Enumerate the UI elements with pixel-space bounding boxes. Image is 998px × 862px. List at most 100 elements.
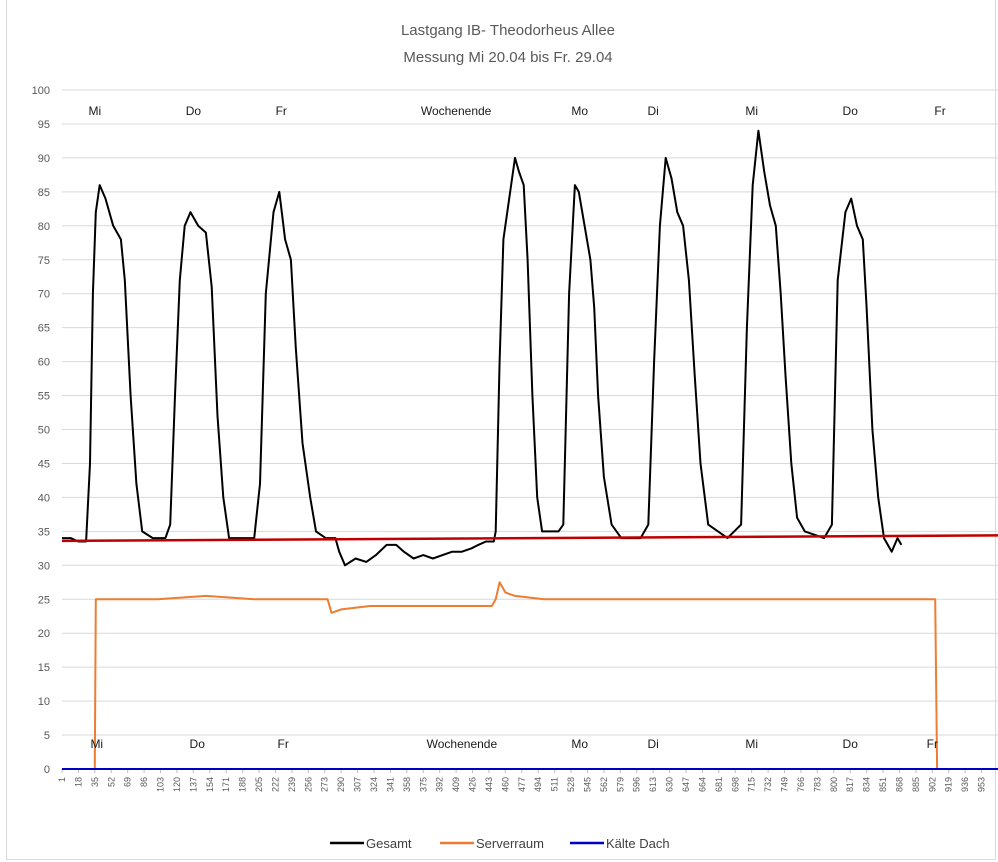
day-label-top: Mi [745,104,758,118]
y-tick-label: 40 [38,492,50,504]
legend: Gesamt Serverraum Kälte Dach [330,836,670,851]
x-tick-label: 494 [533,777,543,792]
x-tick-label: 647 [681,777,691,792]
x-tick-label: 256 [303,777,313,792]
x-axis-ticks: 1 18 35 52 69 86 103 120 137 154 171 188 205 222 239 25… [57,769,987,792]
x-tick-label: 919 [944,777,954,792]
x-tick-label: 613 [648,777,658,792]
x-tick-label: 392 [435,777,445,792]
x-tick-label: 562 [599,777,609,792]
x-tick-label: 205 [254,777,264,792]
y-tick-label: 0 [44,764,50,776]
series-line-gesamt [62,129,903,567]
legend-item: Kälte Dach [570,836,670,851]
y-tick-label: 80 [38,221,50,233]
x-tick-label: 936 [960,777,970,792]
day-label-top: Fr [934,104,945,118]
x-tick-label: 902 [927,777,937,792]
chart-title: Lastgang IB- Theodorheus Allee [401,22,615,39]
y-tick-label: 50 [38,425,50,437]
x-tick-label: 800 [829,777,839,792]
y-tick-label: 95 [38,119,50,131]
trend-line [61,534,998,543]
legend-item: Serverraum [440,836,544,851]
x-tick-label: 460 [500,777,510,792]
x-tick-label: 630 [665,777,675,792]
day-label-top: Do [186,104,202,118]
y-tick-label: 35 [38,526,50,538]
x-tick-label: 154 [205,777,215,792]
x-tick-label: 18 [73,777,83,787]
y-tick-label: 70 [38,289,50,301]
y-tick-label: 20 [38,628,50,640]
y-tick-label: 75 [38,255,50,267]
x-tick-label: 834 [862,777,872,792]
x-tick-label: 52 [106,777,116,787]
x-tick-label: 188 [238,777,248,792]
gridlines [62,89,998,770]
x-tick-label: 698 [730,777,740,792]
y-tick-label: 45 [38,458,50,470]
y-tick-label: 15 [38,662,50,674]
y-tick-label: 30 [38,560,50,572]
day-label-bottom: Do [843,737,859,751]
x-tick-label: 953 [977,777,987,792]
x-tick-label: 817 [845,777,855,792]
x-tick-label: 137 [188,777,198,792]
x-tick-label: 324 [369,777,379,792]
legend-label: Gesamt [366,836,412,851]
y-tick-label: 65 [38,323,50,335]
y-tick-label: 60 [38,357,50,369]
day-label-bottom: Mi [90,737,103,751]
x-tick-label: 239 [287,777,297,792]
day-label-top: Do [843,104,859,118]
x-tick-label: 477 [517,777,527,792]
x-tick-label: 579 [615,777,625,792]
day-label-bottom: Di [647,737,658,751]
x-tick-label: 885 [911,777,921,792]
x-tick-label: 120 [172,777,182,792]
x-tick-label: 103 [156,777,166,792]
x-tick-label: 766 [796,777,806,792]
x-tick-label: 749 [780,777,790,792]
x-tick-label: 171 [221,777,231,792]
x-tick-label: 596 [632,777,642,792]
x-tick-label: 511 [550,777,560,791]
x-tick-label: 69 [123,777,133,787]
x-tick-label: 443 [484,777,494,792]
x-tick-label: 732 [763,777,773,792]
legend-label: Kälte Dach [606,836,670,851]
day-label-bottom: Fr [278,737,289,751]
x-tick-label: 868 [894,777,904,792]
x-tick-label: 290 [336,777,346,792]
x-tick-label: 426 [468,777,478,792]
y-tick-label: 85 [38,187,50,199]
day-label-top: Mo [571,104,588,118]
x-tick-label: 273 [320,777,330,792]
x-tick-label: 664 [697,777,707,792]
x-tick-label: 545 [582,777,592,792]
y-axis-ticks: 0 5 10 15 20 25 30 35 40 45 50 55 60 65 70 75 80 85 90 95 10… [32,85,50,776]
legend-item: Gesamt [330,836,412,851]
y-tick-label: 5 [44,730,50,742]
day-labels: Mi Do Fr Wochenende Mo Di Mi Do Fr Mi Do Fr Wochenen… [89,104,946,751]
x-tick-label: 528 [566,777,576,792]
x-tick-label: 715 [747,777,757,792]
day-label-bottom: Fr [927,737,938,751]
day-label-bottom: Mi [745,737,758,751]
day-label-bottom: Wochenende [427,737,498,751]
day-label-top: Mi [89,104,102,118]
x-tick-label: 341 [385,777,395,792]
day-label-top: Fr [276,104,287,118]
legend-label: Serverraum [476,836,544,851]
y-tick-label: 100 [32,85,50,97]
day-label-top: Wochenende [421,104,492,118]
day-label-bottom: Mo [571,737,588,751]
x-tick-label: 681 [714,777,724,792]
x-tick-label: 358 [402,777,412,792]
x-tick-label: 851 [878,777,888,792]
y-tick-label: 10 [38,696,50,708]
series-line-serverraum [62,581,998,770]
x-tick-label: 409 [451,777,461,792]
